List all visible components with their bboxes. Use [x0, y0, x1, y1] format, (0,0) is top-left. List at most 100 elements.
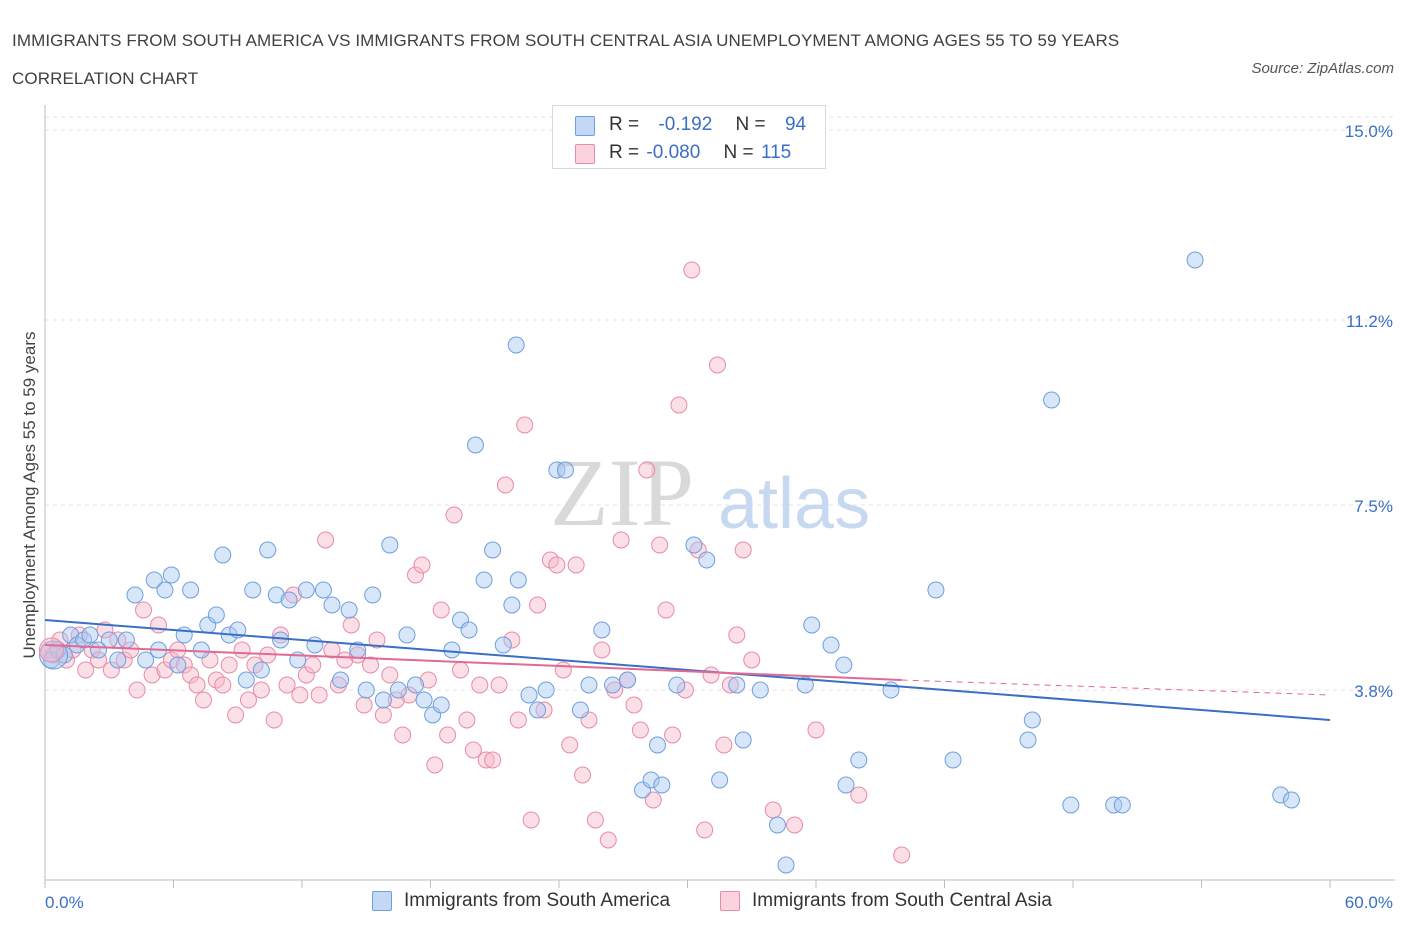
- data-point: [265, 711, 283, 729]
- data-point: [1043, 391, 1061, 409]
- data-point: [400, 686, 418, 704]
- data-point: [644, 791, 662, 809]
- data-point: [419, 671, 437, 689]
- data-point: [683, 261, 701, 279]
- data-point: [1062, 796, 1080, 814]
- data-point: [415, 691, 433, 709]
- source-credit: Source: ZipAtlas.com: [1251, 60, 1394, 77]
- data-point: [477, 751, 495, 769]
- data-point: [398, 626, 416, 644]
- data-point: [188, 676, 206, 694]
- data-point: [580, 676, 598, 694]
- data-point: [156, 581, 174, 599]
- data-point: [944, 751, 962, 769]
- data-point: [90, 641, 108, 659]
- data-point: [548, 556, 566, 574]
- data-point: [786, 816, 804, 834]
- data-point: [494, 636, 512, 654]
- data-point: [657, 601, 675, 619]
- data-point: [374, 706, 392, 724]
- data-point: [604, 676, 622, 694]
- data-point: [561, 736, 579, 754]
- data-point: [96, 621, 114, 639]
- data-point: [389, 681, 407, 699]
- data-point: [554, 661, 572, 679]
- data-point: [803, 616, 821, 634]
- data-point: [323, 596, 341, 614]
- data-point: [439, 726, 457, 744]
- legend-r-value: -0.192: [658, 114, 713, 135]
- data-point: [90, 651, 108, 669]
- data-point: [490, 676, 508, 694]
- data-point: [280, 591, 298, 609]
- data-point: [571, 701, 589, 719]
- data-point: [471, 676, 489, 694]
- data-point: [509, 571, 527, 589]
- data-point: [39, 640, 69, 670]
- data-point: [42, 651, 60, 669]
- data-point: [340, 601, 358, 619]
- data-point: [306, 636, 324, 654]
- data-point: [574, 766, 592, 784]
- data-point: [1105, 796, 1123, 814]
- data-point: [272, 631, 290, 649]
- data-point: [619, 671, 637, 689]
- data-point: [267, 586, 285, 604]
- data-point: [109, 651, 127, 669]
- trend-line: [44, 619, 1331, 721]
- data-point: [728, 626, 746, 644]
- data-point: [162, 566, 180, 584]
- data-point: [156, 661, 174, 679]
- data-point: [374, 691, 392, 709]
- data-point: [314, 581, 332, 599]
- data-point: [394, 726, 412, 744]
- data-point: [768, 816, 786, 834]
- data-point: [850, 751, 868, 769]
- data-point: [535, 701, 553, 719]
- data-point: [653, 776, 671, 794]
- legend-swatch-south-america: [575, 116, 595, 136]
- data-point: [734, 541, 752, 559]
- data-point: [336, 651, 354, 669]
- data-point: [466, 436, 484, 454]
- chart-title: IMMIGRANTS FROM SOUTH AMERICA VS IMMIGRA…: [12, 31, 1120, 88]
- legend-n-label: N =: [735, 114, 766, 135]
- data-point: [1019, 731, 1037, 749]
- data-point: [432, 601, 450, 619]
- data-point: [349, 646, 367, 664]
- data-point: [496, 476, 514, 494]
- bottom-legend-swatch: [720, 891, 740, 911]
- trend-lines: [44, 619, 1331, 721]
- data-point: [150, 616, 168, 634]
- data-point: [702, 666, 720, 684]
- data-point: [38, 637, 64, 663]
- data-point: [135, 601, 153, 619]
- data-point: [1272, 786, 1290, 804]
- data-point: [696, 821, 714, 839]
- data-point: [670, 396, 688, 414]
- trend-line: [44, 644, 902, 681]
- data-point: [698, 551, 716, 569]
- correlation-legend: R = -0.192 N = 94 R = -0.080 N = 115: [552, 105, 826, 169]
- data-point: [764, 801, 782, 819]
- data-point: [668, 676, 686, 694]
- data-point: [407, 566, 425, 584]
- data-point: [413, 556, 431, 574]
- data-point: [537, 681, 555, 699]
- data-point: [503, 631, 521, 649]
- data-point: [443, 641, 461, 659]
- data-point: [743, 651, 761, 669]
- legend-r-label: R =: [609, 114, 640, 135]
- data-point: [503, 596, 521, 614]
- data-point: [310, 686, 328, 704]
- data-point: [927, 581, 945, 599]
- data-point: [777, 856, 795, 874]
- data-point: [297, 666, 315, 684]
- data-point: [62, 626, 80, 644]
- data-point: [612, 531, 630, 549]
- data-point: [451, 661, 469, 679]
- data-point: [529, 596, 547, 614]
- data-point: [77, 661, 95, 679]
- data-point: [207, 606, 225, 624]
- data-point: [708, 356, 726, 374]
